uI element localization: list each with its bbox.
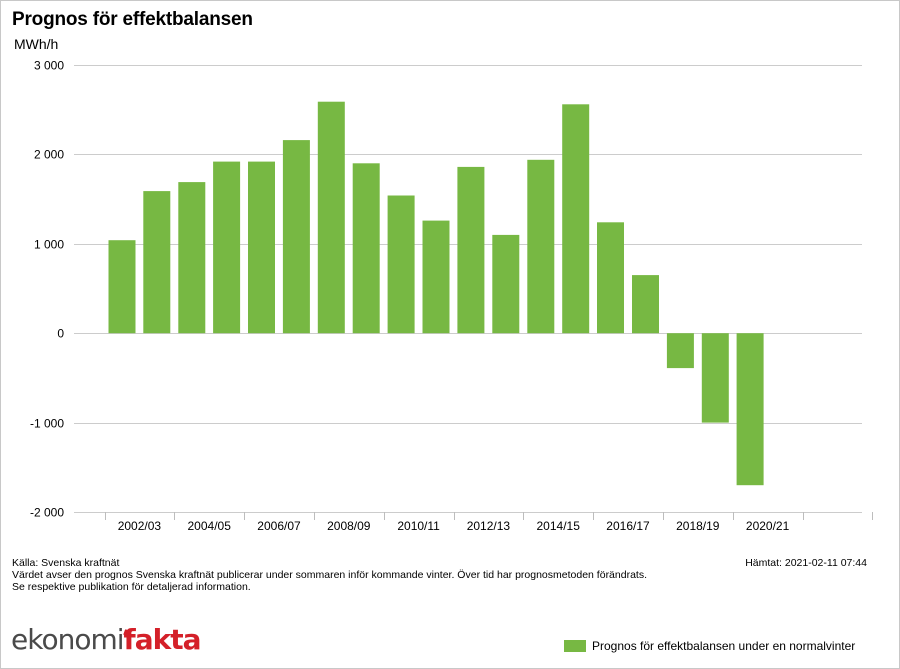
y-tick-label: 0 xyxy=(57,327,64,341)
bar xyxy=(422,220,450,334)
y-tick-label: 2 000 xyxy=(34,148,64,162)
y-tick-label: 1 000 xyxy=(34,238,64,252)
x-tick-label: 2006/07 xyxy=(257,519,301,533)
bar xyxy=(282,140,310,334)
note-line-1: Värdet avser den prognos Svenska kraftnä… xyxy=(12,569,647,581)
bar xyxy=(108,240,136,334)
bar xyxy=(701,333,729,423)
source-text: Källa: Svenska kraftnät xyxy=(12,557,120,569)
bar xyxy=(248,161,275,334)
bar xyxy=(562,104,590,334)
bar xyxy=(213,161,241,334)
x-tick-label: 2002/03 xyxy=(118,519,162,533)
x-tick-label: 2008/09 xyxy=(327,519,371,533)
x-tick-label: 2016/17 xyxy=(606,519,650,533)
bar xyxy=(736,333,764,486)
x-tick-label: 2010/11 xyxy=(397,519,440,533)
source-notes: Källa: Svenska kraftnät Värdet avser den… xyxy=(12,557,647,593)
legend-swatch-icon xyxy=(564,640,586,652)
bar xyxy=(317,101,345,334)
logo-part-1: ekonomi xyxy=(11,623,125,656)
bar xyxy=(387,195,415,334)
legend: Prognos för effektbalansen under en norm… xyxy=(564,639,855,653)
bar xyxy=(632,275,659,334)
bar xyxy=(492,234,520,334)
bar xyxy=(666,333,694,369)
logo-part-2: fakta xyxy=(123,623,202,656)
y-axis-unit: MWh/h xyxy=(14,36,59,52)
bar xyxy=(457,166,485,334)
y-tick-label: -2 000 xyxy=(30,506,64,520)
legend-label: Prognos för effektbalansen under en norm… xyxy=(592,639,856,653)
bar xyxy=(352,163,380,334)
x-tick-label: 2014/15 xyxy=(537,519,581,533)
bar xyxy=(143,191,171,334)
bar xyxy=(527,159,555,334)
bar xyxy=(597,222,624,334)
x-tick-label: 2018/19 xyxy=(676,519,720,533)
y-tick-label: 3 000 xyxy=(34,59,64,73)
fetched-timestamp: Hämtat: 2021-02-11 07:44 xyxy=(745,557,867,569)
bar xyxy=(178,182,206,334)
ekonomifakta-logo[interactable]: ekonomifakta xyxy=(11,625,201,655)
x-tick-label: 2020/21 xyxy=(746,519,790,533)
y-tick-label: -1 000 xyxy=(30,417,64,431)
note-line-2: Se respektive publikation för detaljerad… xyxy=(12,581,251,593)
x-tick-label: 2012/13 xyxy=(467,519,511,533)
chart-title: Prognos för effektbalansen xyxy=(12,9,253,30)
x-tick-label: 2004/05 xyxy=(188,519,232,533)
